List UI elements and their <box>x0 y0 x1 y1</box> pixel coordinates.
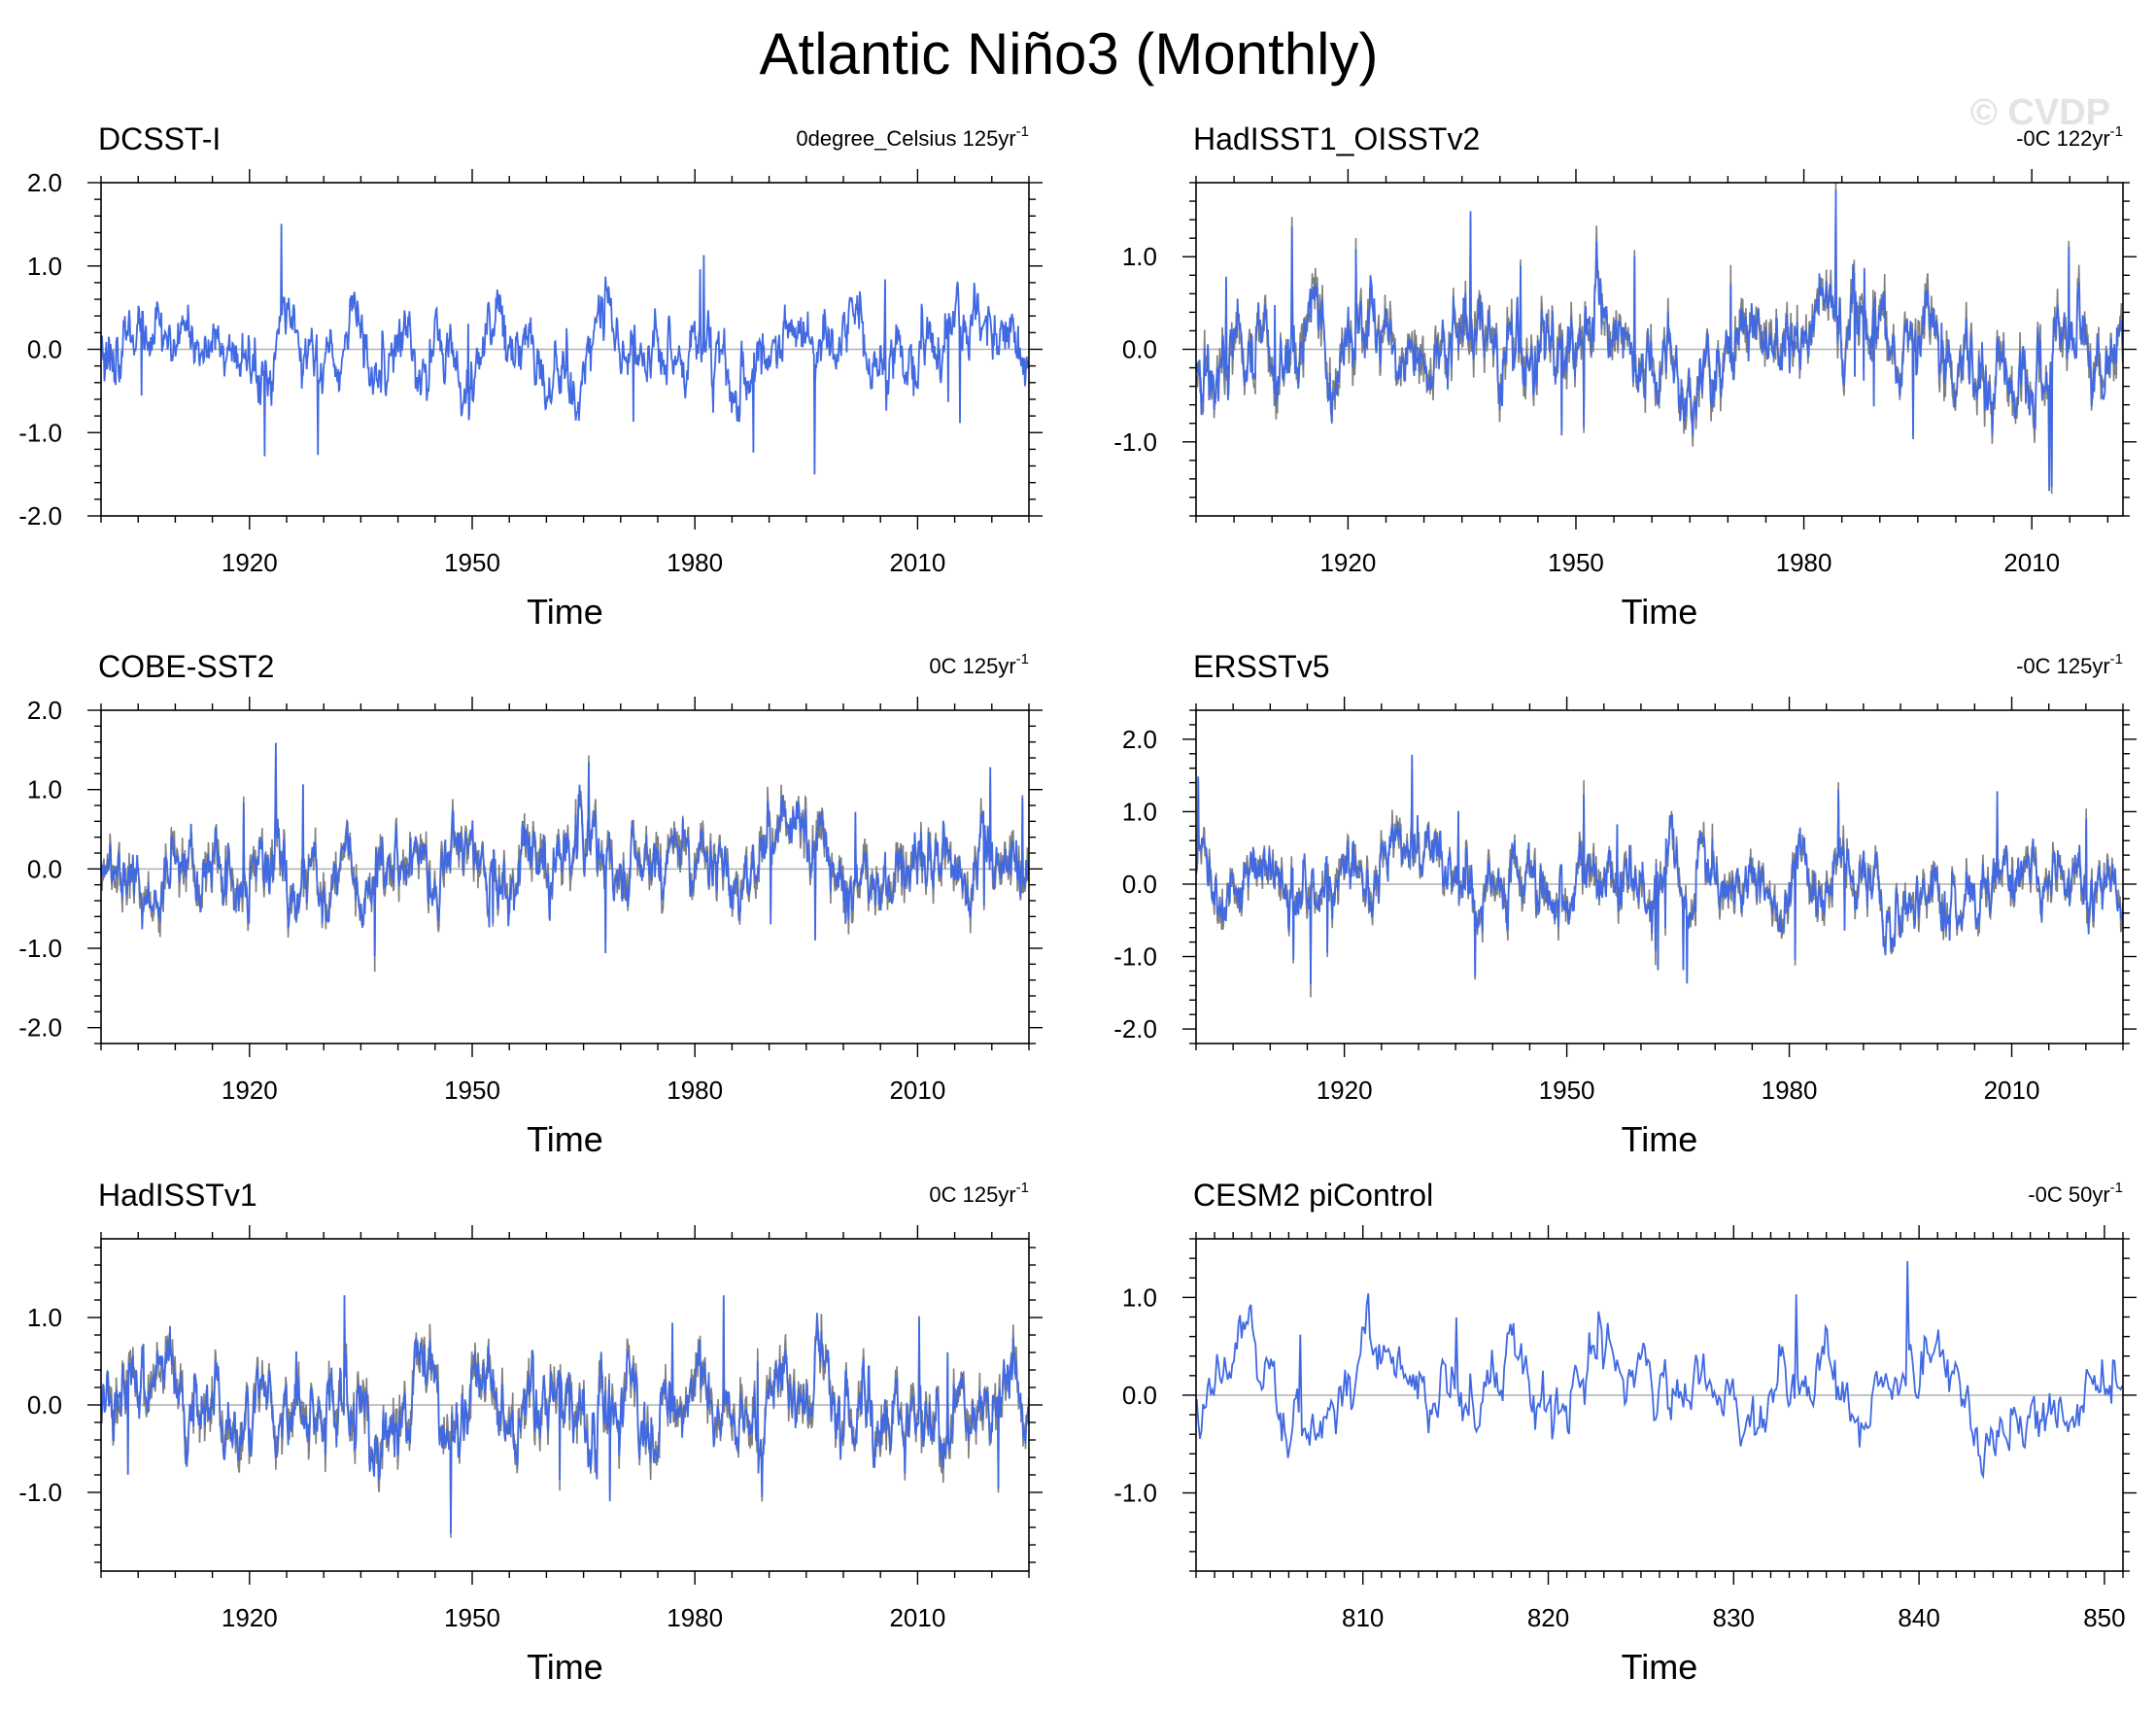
x-tick-label: 850 <box>2083 1603 2125 1632</box>
x-tick-label: 1920 <box>222 548 278 577</box>
plot-frame <box>1195 709 2124 1044</box>
series-line <box>1196 1260 2123 1480</box>
plot-frame <box>1195 1238 2124 1572</box>
x-tick-label: 830 <box>1713 1603 1755 1632</box>
series-line <box>101 1295 1029 1534</box>
x-tick-label: 2010 <box>1984 1076 2040 1105</box>
chart-panel: -1.0 0.0 1.0 1920 1950 1980 2010 Time HadISST1_O… <box>1113 121 2137 632</box>
y-tick-label: -2.0 <box>18 501 62 530</box>
figure-title: Atlantic Niño3 (Monthly) <box>760 21 1379 86</box>
y-tick-label: 0.0 <box>27 335 62 364</box>
y-tick-label: 2.0 <box>1122 725 1157 754</box>
x-tick-label: 1980 <box>667 1603 723 1632</box>
plot-area <box>1196 1260 2123 1480</box>
chart-panel: -1.0 0.0 1.0 810 820 830 840 850 Time CESM2 piCon… <box>1113 1178 2137 1687</box>
y-tick-label: 1.0 <box>27 775 62 804</box>
panel-title: COBE-SST2 <box>98 649 274 684</box>
x-tick-label: 1920 <box>1317 1076 1373 1105</box>
y-tick-label: -1.0 <box>18 418 62 447</box>
plot-area <box>101 1295 1029 1538</box>
x-tick-label: 1950 <box>444 548 500 577</box>
y-tick-label: 0.0 <box>27 1390 62 1420</box>
x-tick-label: 1980 <box>667 1076 723 1105</box>
x-tick-label: 2010 <box>889 548 945 577</box>
plot-area <box>101 223 1029 475</box>
series-line <box>101 742 1029 956</box>
y-tick-label: 1.0 <box>1122 797 1157 826</box>
chart-panel: -2.0 -1.0 0.0 1.0 2.0 1920 1950 1980 2010 Time ERS… <box>1113 649 2137 1159</box>
x-tick-label: 1920 <box>222 1076 278 1105</box>
x-tick-label: 2010 <box>2003 548 2060 577</box>
x-tick-label: 1950 <box>1539 1076 1595 1105</box>
y-tick-label: 0.0 <box>1122 335 1157 364</box>
watermark: © CVDP <box>1970 92 2110 133</box>
x-axis-label: Time <box>1622 592 1698 632</box>
x-tick-label: 1980 <box>1776 548 1832 577</box>
y-tick-label: 1.0 <box>1122 242 1157 271</box>
x-tick-label: 1950 <box>1548 548 1604 577</box>
chart-panel: -2.0 -1.0 0.0 1.0 2.0 1920 1950 1980 2010 Time COB… <box>18 649 1043 1159</box>
trend-label: -0C 50yr-1 <box>2028 1180 2123 1207</box>
x-tick-label: 1920 <box>222 1603 278 1632</box>
panel-title: HadISSTv1 <box>98 1178 257 1213</box>
trend-label: -0C 125yr-1 <box>2016 651 2123 678</box>
plot-area <box>1196 183 2123 495</box>
y-tick-label: -1.0 <box>1113 428 1157 457</box>
series-line <box>1196 754 2123 984</box>
panel-title: CESM2 piControl <box>1193 1178 1433 1213</box>
chart-panel: -2.0 -1.0 0.0 1.0 2.0 1920 1950 1980 2010 Time DCS… <box>18 121 1043 632</box>
y-tick-label: 0.0 <box>1122 1381 1157 1410</box>
y-tick-label: 1.0 <box>1122 1283 1157 1312</box>
x-tick-label: 810 <box>1342 1603 1384 1632</box>
y-tick-label: 2.0 <box>27 696 62 725</box>
panel-title: DCSST-I <box>98 121 221 156</box>
y-tick-label: 1.0 <box>27 252 62 281</box>
x-tick-label: 1980 <box>1762 1076 1818 1105</box>
panel-title: HadISST1_OISSTv2 <box>1193 121 1480 156</box>
reference-series-line <box>101 755 1029 973</box>
y-tick-label: -1.0 <box>1113 1479 1157 1508</box>
x-tick-label: 2010 <box>889 1603 945 1632</box>
x-axis-label: Time <box>1622 1119 1698 1159</box>
trend-label: 0C 125yr-1 <box>929 1180 1029 1207</box>
panel-title: ERSSTv5 <box>1193 649 1329 684</box>
y-tick-label: 0.0 <box>1122 870 1157 899</box>
x-tick-label: 1950 <box>444 1076 500 1105</box>
x-tick-label: 2010 <box>889 1076 945 1105</box>
y-tick-label: 0.0 <box>27 854 62 883</box>
plot-frame <box>100 709 1030 1044</box>
y-tick-label: -1.0 <box>18 934 62 963</box>
trend-label: 0degree_Celsius 125yr-1 <box>796 123 1029 151</box>
series-line <box>101 223 1029 475</box>
x-tick-label: 1980 <box>667 548 723 577</box>
x-axis-label: Time <box>527 1647 603 1687</box>
y-tick-label: 1.0 <box>27 1303 62 1332</box>
panels-container: -2.0 -1.0 0.0 1.0 2.0 1920 1950 1980 2010 Time DCS… <box>18 121 2137 1687</box>
reference-series-line <box>1196 183 2123 495</box>
y-tick-label: -1.0 <box>1113 942 1157 972</box>
x-tick-label: 1920 <box>1319 548 1376 577</box>
x-tick-label: 840 <box>1898 1603 1939 1632</box>
x-axis-label: Time <box>1622 1647 1698 1687</box>
y-tick-label: -2.0 <box>1113 1014 1157 1044</box>
chart-panel: -1.0 0.0 1.0 1920 1950 1980 2010 Time HadISSTv1 0… <box>18 1178 1043 1687</box>
plot-area <box>1196 754 2123 998</box>
y-tick-label: -2.0 <box>18 1013 62 1043</box>
y-tick-label: 2.0 <box>27 168 62 197</box>
y-tick-label: -1.0 <box>18 1478 62 1507</box>
x-tick-label: 1950 <box>444 1603 500 1632</box>
trend-label: 0C 125yr-1 <box>929 651 1029 678</box>
x-axis-label: Time <box>527 592 603 632</box>
x-tick-label: 820 <box>1527 1603 1569 1632</box>
plot-area <box>101 742 1029 973</box>
series-line <box>1196 189 2123 492</box>
trend-label: -0C 122yr-1 <box>2016 123 2123 151</box>
x-axis-label: Time <box>527 1119 603 1159</box>
